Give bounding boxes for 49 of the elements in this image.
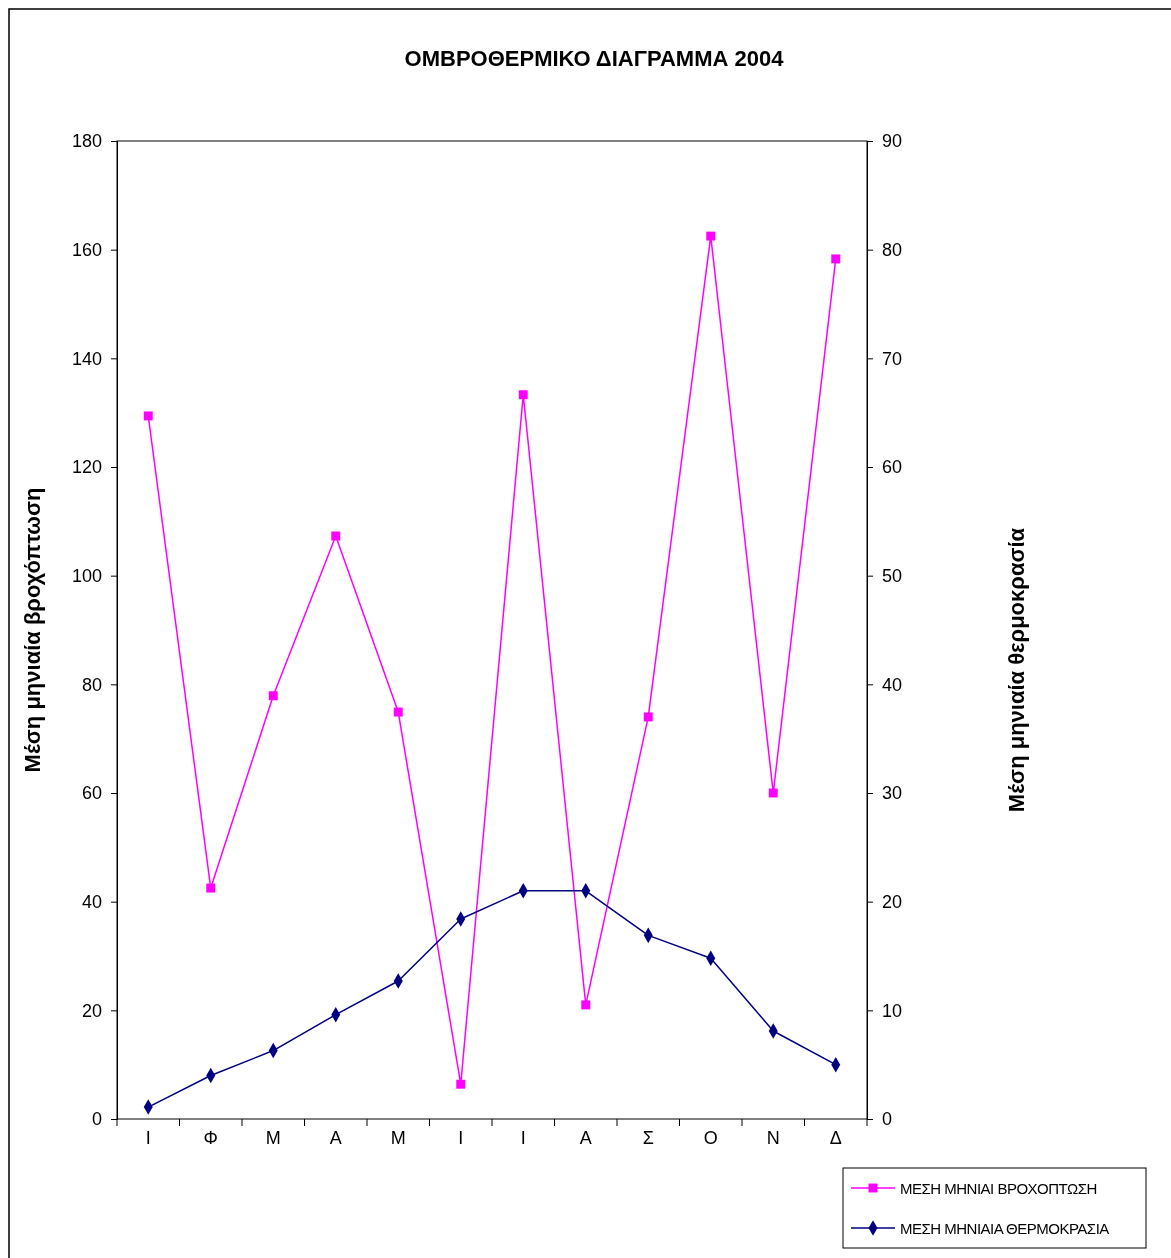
x-tick-label: Α bbox=[329, 1128, 342, 1148]
point bbox=[706, 231, 716, 241]
point bbox=[331, 531, 341, 541]
y2-tick-label: 40 bbox=[882, 674, 903, 695]
point bbox=[143, 411, 153, 421]
y-tick-label: 180 bbox=[71, 131, 102, 152]
x-tick-label: Μ bbox=[265, 1128, 281, 1148]
x-tick-label: Ν bbox=[766, 1128, 780, 1148]
y-axis-title: Μέση μηνιαία βροχόπτωση bbox=[20, 487, 45, 773]
y-tick-label: 20 bbox=[81, 1000, 102, 1021]
point bbox=[518, 390, 528, 400]
y-tick-label: 80 bbox=[81, 674, 102, 695]
x-tick-label: Φ bbox=[203, 1128, 218, 1148]
point bbox=[643, 712, 653, 722]
chart-title: ΟΜΒΡΟΘΕΡΜΙΚΟ ΔΙΑΓΡΑΜΜΑ 2004 bbox=[404, 46, 785, 71]
y-tick-label: 0 bbox=[91, 1109, 102, 1130]
point bbox=[831, 254, 841, 264]
point bbox=[206, 883, 216, 893]
y2-tick-label: 50 bbox=[882, 565, 903, 586]
y2-tick-label: 20 bbox=[882, 891, 903, 912]
x-tick-label: Ι bbox=[458, 1128, 464, 1148]
y-tick-label: 60 bbox=[81, 783, 102, 804]
y2-tick-label: 70 bbox=[882, 348, 903, 369]
x-tick-label: Δ bbox=[829, 1128, 842, 1148]
y-tick-label: 100 bbox=[71, 565, 102, 586]
legend-label: ΜΕΣΗ ΜΗΝΙΑΙΑ ΘΕΡΜΟΚΡΑΣΙΑ bbox=[900, 1220, 1110, 1237]
point bbox=[581, 1000, 591, 1010]
y2-axis-title: Μέση μηνιαία θερμοκρασία bbox=[1004, 527, 1029, 813]
point bbox=[393, 707, 403, 717]
point bbox=[768, 788, 778, 798]
y2-tick-label: 0 bbox=[882, 1109, 893, 1130]
y-tick-label: 160 bbox=[71, 239, 102, 260]
point bbox=[268, 691, 278, 701]
y-tick-label: 120 bbox=[71, 457, 102, 478]
x-tick-label: Ι bbox=[520, 1128, 526, 1148]
point bbox=[456, 1079, 466, 1089]
x-tick-label: Α bbox=[579, 1128, 592, 1148]
x-tick-label: Μ bbox=[390, 1128, 406, 1148]
x-tick-label: Σ bbox=[642, 1128, 654, 1148]
y2-tick-label: 80 bbox=[882, 239, 903, 260]
x-tick-label: Ι bbox=[145, 1128, 151, 1148]
y-tick-label: 40 bbox=[81, 891, 102, 912]
y2-tick-label: 30 bbox=[882, 783, 903, 804]
y2-tick-label: 90 bbox=[882, 131, 903, 152]
y2-tick-label: 60 bbox=[882, 457, 903, 478]
x-tick-label: Ο bbox=[703, 1128, 718, 1148]
y2-tick-label: 10 bbox=[882, 1000, 903, 1021]
legend-label: ΜΕΣΗ ΜΗΝΙΑΙ ΒΡΟΧΟΠΤΩΣΗ bbox=[900, 1180, 1097, 1197]
y-tick-label: 140 bbox=[71, 348, 102, 369]
